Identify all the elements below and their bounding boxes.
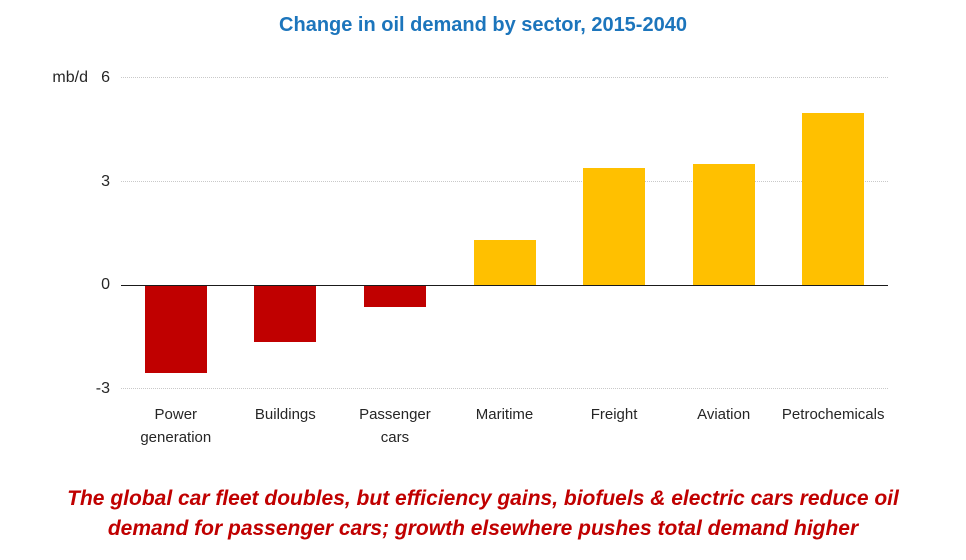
gridline-y-3	[121, 180, 888, 182]
y-tick-label-3: 3	[101, 172, 110, 190]
gridline-y-6	[121, 77, 888, 78]
category-label-passenger-cars: Passenger cars	[359, 406, 431, 446]
bar-maritime	[473, 240, 536, 286]
y-tick-label--3: -3	[95, 380, 110, 397]
y-tick-label-6: 6	[101, 69, 110, 86]
bar-passenger-cars	[363, 286, 426, 308]
bar-petrochemicals	[802, 112, 865, 286]
bar-aviation	[692, 164, 755, 286]
category-label-buildings: Buildings	[254, 406, 316, 423]
gridline-y--3	[121, 388, 888, 389]
category-label-power-generation: Power generation	[140, 406, 212, 446]
chart-title: Change in oil demand by sector, 2015-204…	[279, 14, 687, 36]
bar-freight	[583, 167, 646, 286]
category-label-maritime: Maritime	[475, 406, 534, 423]
y-axis-unit-label: mb/d	[52, 69, 88, 86]
category-label-aviation: Aviation	[697, 406, 751, 423]
x-axis-zero-line	[121, 285, 888, 287]
bar-buildings	[254, 286, 317, 342]
y-tick-label-0: 0	[101, 276, 110, 294]
caption-text: The global car fleet doubles, but effici…	[0, 484, 966, 544]
caption-line-1: The global car fleet doubles, but effici…	[67, 487, 899, 510]
caption-line-2: demand for passenger cars; growth elsewh…	[107, 517, 859, 540]
category-label-petrochemicals: Petrochemicals	[781, 406, 885, 423]
category-label-freight: Freight	[590, 406, 638, 423]
bar-power-generation	[144, 286, 207, 373]
